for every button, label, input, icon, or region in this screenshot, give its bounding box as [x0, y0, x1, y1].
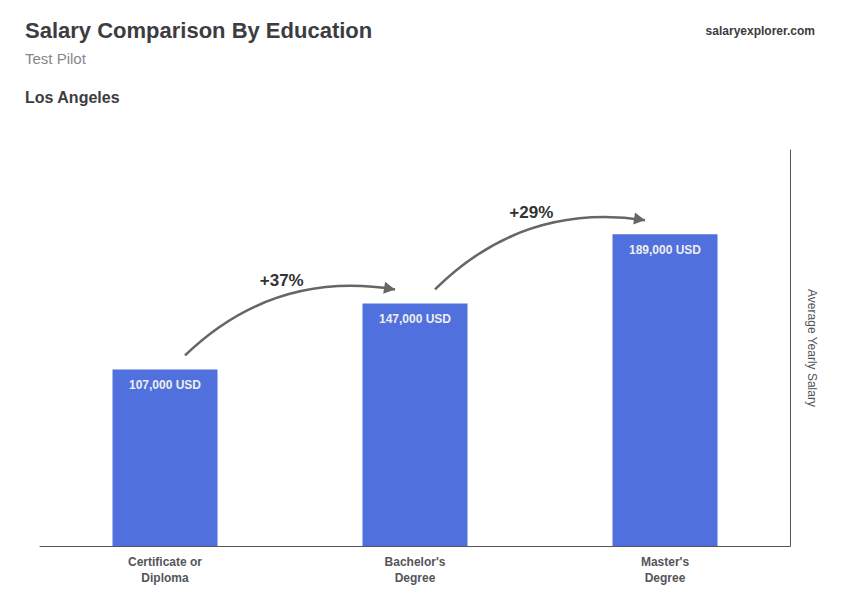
- svg-text:Certificate or: Certificate or: [128, 555, 202, 569]
- svg-text:Test Pilot: Test Pilot: [25, 50, 87, 67]
- svg-text:Salary Comparison By Education: Salary Comparison By Education: [25, 18, 372, 43]
- svg-text:147,000 USD: 147,000 USD: [379, 312, 451, 326]
- svg-text:+29%: +29%: [509, 203, 553, 222]
- svg-text:107,000 USD: 107,000 USD: [129, 378, 201, 392]
- svg-text:Bachelor's: Bachelor's: [385, 555, 446, 569]
- svg-text:189,000 USD: 189,000 USD: [629, 243, 701, 257]
- svg-text:Diploma: Diploma: [141, 571, 189, 585]
- svg-text:Los Angeles: Los Angeles: [25, 89, 120, 106]
- svg-text:+37%: +37%: [260, 271, 304, 290]
- svg-text:Degree: Degree: [645, 571, 686, 585]
- svg-text:Degree: Degree: [395, 571, 436, 585]
- svg-text:salaryexplorer.com: salaryexplorer.com: [706, 24, 815, 38]
- svg-text:Master's: Master's: [641, 555, 690, 569]
- svg-text:Average Yearly Salary: Average Yearly Salary: [805, 289, 819, 407]
